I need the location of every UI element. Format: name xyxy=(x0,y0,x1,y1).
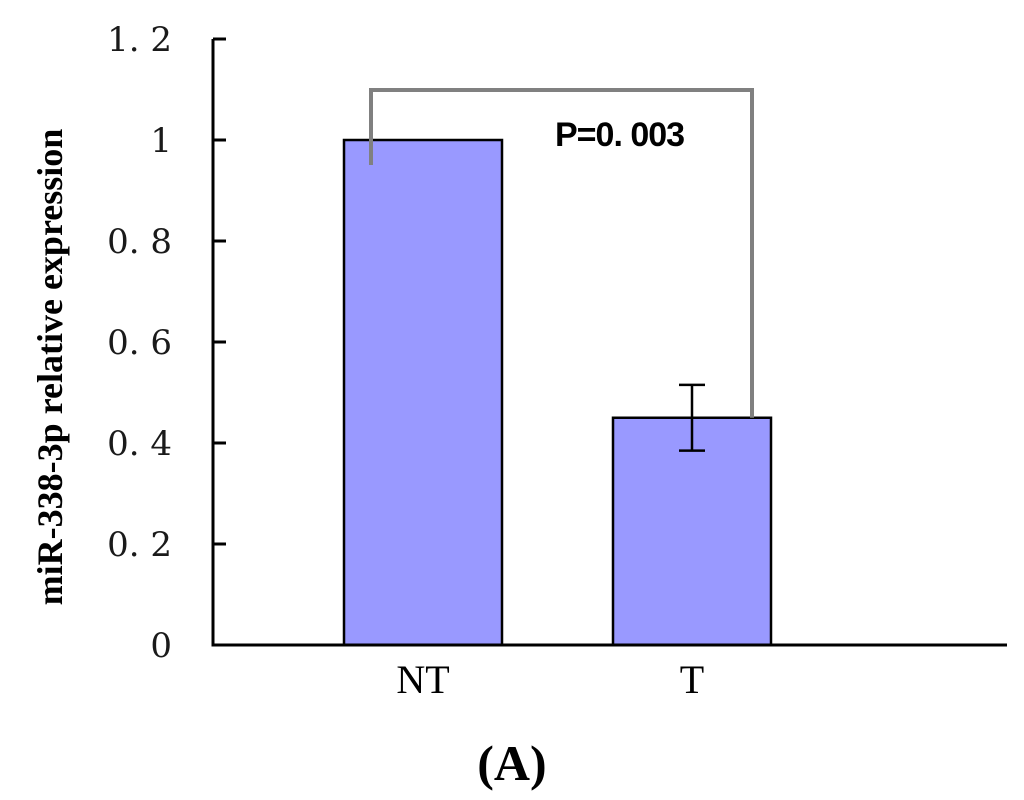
x-category-label: T xyxy=(680,657,704,702)
x-category-label: NT xyxy=(396,657,449,702)
bracket-line xyxy=(369,88,754,418)
y-ticks: 0 0. 2 0. 4 0. 6 0. 8 1 1. 2 xyxy=(107,20,226,666)
panel-label: (A) xyxy=(477,735,546,791)
y-axis-label: miR-338-3p relative expression xyxy=(30,129,70,606)
bars-layer xyxy=(342,138,773,647)
bar-t xyxy=(611,416,773,647)
y-tick-label: 0. 8 xyxy=(107,222,172,262)
significance-bracket xyxy=(369,88,754,418)
errorbars-layer xyxy=(679,383,705,452)
y-tick-label: 0. 4 xyxy=(107,424,172,464)
y-tick-label: 0 xyxy=(150,626,172,666)
y-tick-label: 1. 2 xyxy=(107,20,172,60)
p-value-annotation: P=0. 003 xyxy=(555,116,684,154)
y-tick-label: 1 xyxy=(150,121,172,161)
y-tick-label: 0. 2 xyxy=(107,525,172,565)
bar-nt xyxy=(342,138,504,647)
x-category-labels: NT T xyxy=(396,657,704,702)
y-tick-label: 0. 6 xyxy=(107,323,172,363)
